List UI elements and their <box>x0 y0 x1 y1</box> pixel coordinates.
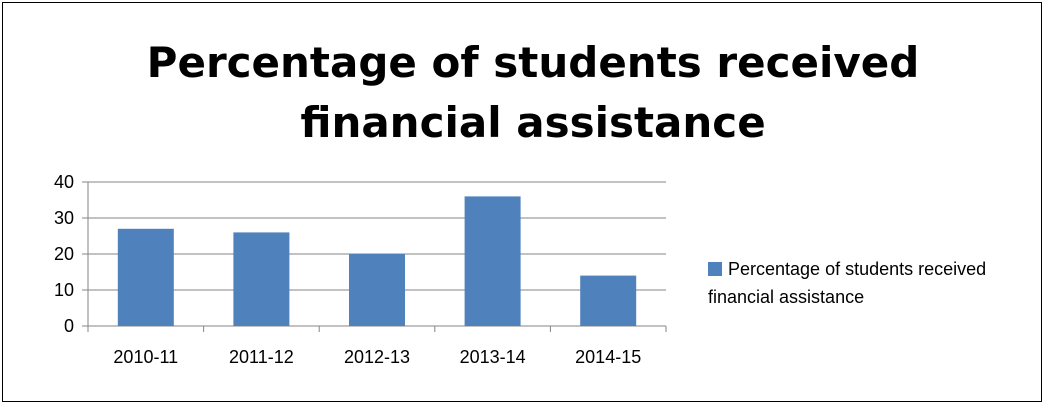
bar <box>580 275 637 326</box>
x-tick-label: 2010-11 <box>113 347 178 367</box>
chart-frame: Percentage of students received financia… <box>2 2 1042 402</box>
y-tick-label: 20 <box>54 244 74 264</box>
bar <box>349 254 405 326</box>
y-tick-labels: 0 10 20 30 40 <box>54 172 74 336</box>
x-tick-labels: 2010-11 2011-12 2012-13 2013-14 2014-15 <box>113 347 641 367</box>
y-tick-label: 40 <box>54 172 74 192</box>
bar <box>117 228 174 326</box>
legend-swatch <box>708 262 722 276</box>
legend-label: Percentage of students received financia… <box>708 259 987 307</box>
x-tick-label: 2011-12 <box>229 347 294 367</box>
y-tick-label: 0 <box>64 316 74 336</box>
x-tick-label: 2014-15 <box>575 347 641 367</box>
y-tick-label: 10 <box>54 280 74 300</box>
x-tick-label: 2012-13 <box>344 347 410 367</box>
bar <box>464 196 521 326</box>
x-tick-label: 2013-14 <box>460 347 526 367</box>
bars <box>117 196 637 326</box>
legend: Percentage of students received financia… <box>708 255 1038 311</box>
bar <box>233 232 290 326</box>
chart-title: Percentage of students received financia… <box>146 38 920 147</box>
y-tick-label: 30 <box>54 208 74 228</box>
